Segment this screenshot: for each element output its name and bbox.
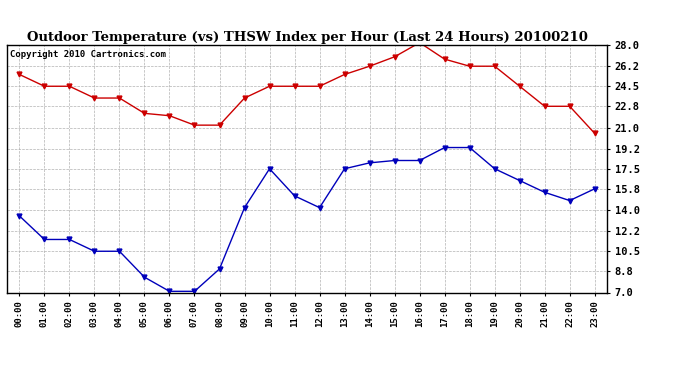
Text: Copyright 2010 Cartronics.com: Copyright 2010 Cartronics.com: [10, 50, 166, 59]
Title: Outdoor Temperature (vs) THSW Index per Hour (Last 24 Hours) 20100210: Outdoor Temperature (vs) THSW Index per …: [27, 31, 587, 44]
